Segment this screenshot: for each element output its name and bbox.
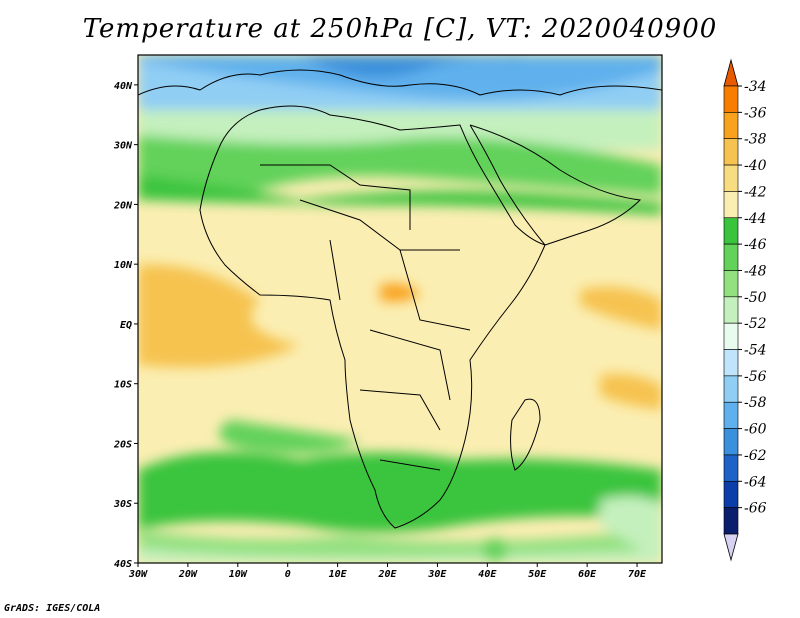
colorbar-segment [723, 243, 739, 271]
lat-tick-label: 30N [113, 141, 133, 152]
colorbar-label: -36 [744, 105, 767, 121]
lon-tick-label: 10W [229, 569, 248, 580]
lon-tick-label: 50E [528, 569, 547, 580]
colorbar-segment [723, 85, 739, 113]
lon-tick-label: 20W [178, 569, 198, 580]
lon-tick-label: 10E [329, 569, 348, 580]
lon-tick-label: 20E [377, 569, 397, 580]
lat-tick-label: 40N [114, 81, 133, 92]
africa-coastline [199, 105, 546, 529]
lon-axis: 30W 20W 10W 0 10E 20E 30E 40E 50E 60E 70E [128, 563, 647, 580]
colorbar-label: -62 [744, 448, 767, 464]
lon-tick-label: 30E [427, 569, 447, 580]
lat-tick-label: 10N [114, 260, 133, 271]
arabia-coastline [469, 124, 642, 246]
lat-tick-label: EQ [120, 320, 132, 331]
colorbar-segment [723, 375, 739, 403]
madagascar-coastline [510, 398, 541, 471]
colorbar-label: -60 [744, 422, 767, 438]
lon-tick-label: 0 [285, 569, 291, 580]
colorbar-segment [723, 480, 739, 508]
colorbar-label: -50 [744, 290, 767, 306]
colorbar-label: -56 [744, 369, 767, 385]
colorbar-label: -66 [744, 501, 767, 517]
colorbar-segment [723, 191, 739, 219]
colorbar-bottom-arrow [723, 533, 739, 562]
map-title: Temperature at 250hPa [C], VT: 202004090… [82, 14, 718, 44]
colorbar-label: -48 [744, 263, 767, 279]
colorbar-label: -52 [744, 316, 767, 332]
colorbar-label: -40 [744, 158, 767, 174]
lat-tick-label: 20N [113, 200, 133, 211]
lon-tick-label: 30W [128, 569, 148, 580]
colorbar-label: -58 [744, 395, 767, 411]
colorbar-segment [723, 112, 739, 140]
colorbar-label: -46 [744, 237, 767, 253]
colorbar-segment [723, 296, 739, 324]
colorbar-label: -64 [744, 474, 767, 490]
credit-text: GrADS: IGES/COLA [4, 603, 101, 614]
colorbar-label: -38 [744, 132, 767, 148]
lat-tick-label: 20S [113, 439, 132, 450]
lat-axis: 40S 30S 20S 10S EQ 10N 20N 30N 40N [113, 81, 138, 570]
lon-tick-label: 60E [578, 569, 597, 580]
colorbar-label: -42 [744, 184, 767, 200]
map-frame [137, 54, 663, 564]
colorbar-top-arrow [723, 58, 739, 87]
colorbar-segment [723, 401, 739, 429]
colorbar-label: -54 [744, 343, 767, 359]
lat-tick-label: 40S [114, 559, 132, 570]
colorbar-segment [723, 270, 739, 298]
coastlines [138, 69, 662, 529]
europe-coastline [138, 69, 662, 96]
lat-tick-label: 30S [113, 499, 132, 510]
lon-tick-label: 40E [478, 569, 497, 580]
colorbar-segment [723, 217, 739, 245]
colorbar-segment [723, 322, 739, 350]
colorbar-segment [723, 138, 739, 166]
lat-tick-label: 10S [114, 380, 132, 391]
colorbar-label: -44 [744, 211, 767, 227]
colorbar-segment [723, 349, 739, 377]
colorbar-segment [723, 454, 739, 482]
colorbar: -34 -36 -38 -40 -42 -44 -46 -48 -50 -52 -54 -56 -58 -… [723, 58, 767, 562]
colorbar-segment [723, 428, 739, 456]
temperature-field [138, 55, 662, 563]
colorbar-label: -34 [744, 79, 767, 95]
lon-tick-label: 70E [628, 569, 647, 580]
colorbar-segment [723, 507, 739, 535]
borders [260, 164, 471, 471]
colorbar-segment [723, 164, 739, 192]
